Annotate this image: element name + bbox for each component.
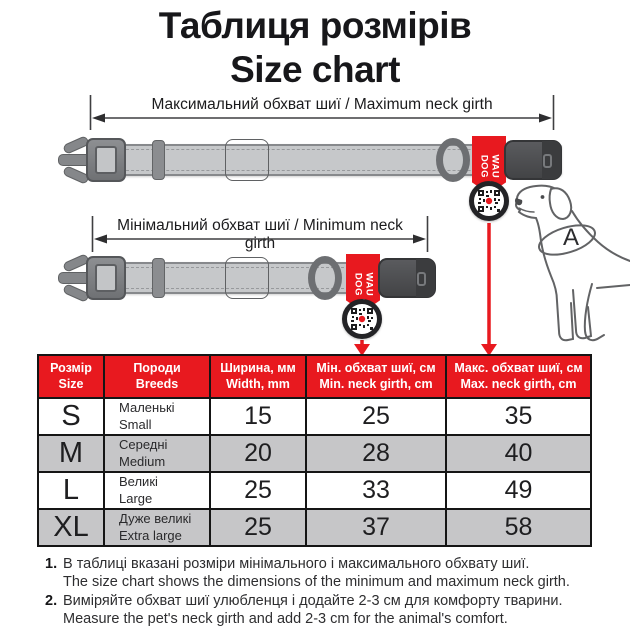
max-girth-value: 40 <box>445 434 592 473</box>
table-row-m: M Середні Medium 20 28 40 <box>37 434 592 473</box>
page-title-en: Size chart <box>230 48 400 90</box>
footnote-number: 1. <box>45 556 58 572</box>
dog-eye <box>540 195 545 199</box>
breeds-value: Середні Medium <box>103 434 211 473</box>
qr-code-icon <box>351 308 373 330</box>
page-title-ua: Таблиця розмірів <box>158 5 472 46</box>
max-girth-pointer-arrow <box>481 223 497 356</box>
buckle-detail <box>417 272 426 286</box>
strap-stitching <box>116 267 384 289</box>
header-breeds: Породи Breeds <box>103 354 211 399</box>
size-value: M <box>37 434 105 473</box>
dim-arrowhead-right-max <box>539 113 552 123</box>
breeds-value: Маленькі Small <box>103 397 211 436</box>
width-value: 25 <box>209 471 307 510</box>
width-value: 15 <box>209 397 307 436</box>
waudog-tag-label: WAU DOG <box>352 272 375 297</box>
buckle-female <box>504 140 562 180</box>
max-girth-value: 35 <box>445 397 592 436</box>
min-girth-value: 33 <box>305 471 447 510</box>
table-row-s: S Маленькі Small 15 25 35 <box>37 397 592 436</box>
dog-second-leg <box>572 289 593 340</box>
qr-smart-tag-pendant <box>469 181 509 221</box>
buckle-female <box>378 258 436 298</box>
footnote-ua: Виміряйте обхват шиї улюбленця і додайте… <box>63 592 563 609</box>
size-table: Розмір Size Породи Breeds Ширина, мм Width,… <box>37 354 592 547</box>
adjuster-band <box>152 258 165 298</box>
footnote-2: 2. Виміряйте обхват шиї улюбленця і дода… <box>45 593 605 629</box>
buckle-male <box>86 138 126 182</box>
buckle-slot <box>95 264 117 292</box>
min-neck-girth-label: Мінімальний обхват шиї / Minimum neck gi… <box>117 217 403 252</box>
header-size: Розмір Size <box>37 354 105 399</box>
triglide-slider <box>225 139 269 181</box>
dog-nose <box>514 198 523 206</box>
table-row-xl: XL Дуже великі Extra large 25 37 58 <box>37 508 592 547</box>
collar-diagram-min: WAU DOG <box>58 249 436 312</box>
d-ring <box>436 138 470 182</box>
table-header-row: Розмір Size Породи Breeds Ширина, мм Width,… <box>37 354 592 399</box>
header-max-girth: Макс. обхват шиї, см Max. neck girth, cm <box>445 354 592 399</box>
size-value: XL <box>37 508 105 547</box>
width-value: 25 <box>209 508 307 547</box>
buckle-slot <box>95 146 117 174</box>
footnote-en: The size chart shows the dimensions of t… <box>63 573 570 590</box>
width-value: 20 <box>209 434 307 473</box>
buckle-male <box>86 256 126 300</box>
max-girth-value: 58 <box>445 508 592 547</box>
dog-rear-line <box>596 284 630 289</box>
size-value: S <box>37 397 105 436</box>
footnote-en: Measure the pet's neck girth and add 2-3… <box>63 610 508 627</box>
min-girth-value: 37 <box>305 508 447 547</box>
dog-illustration <box>515 184 630 342</box>
header-min-girth: Мін. обхват шиї, см Min. neck girth, cm <box>305 354 447 399</box>
footnote-number: 2. <box>45 592 58 609</box>
dog-front-outline <box>515 200 575 342</box>
footnote-1: 1. В таблиці вказані розміри мінімальног… <box>45 556 605 592</box>
dog-mouth <box>518 207 535 213</box>
neck-girth-marker: A <box>562 224 579 251</box>
d-ring <box>308 256 342 300</box>
breeds-value: Дуже великі Extra large <box>103 508 211 547</box>
footnote-ua: В таблиці вказані розміри мінімального і… <box>63 556 530 572</box>
qr-smart-tag-pendant <box>342 299 382 339</box>
table-row-l: L Великі Large 25 33 49 <box>37 471 592 510</box>
triglide-slider <box>225 257 269 299</box>
dim-arrowhead-left-max <box>92 113 105 123</box>
header-width: Ширина, мм Width, mm <box>209 354 307 399</box>
min-girth-value: 25 <box>305 397 447 436</box>
collar-diagram-max: WAU DOG <box>58 131 562 194</box>
dog-ear <box>548 187 573 221</box>
size-value: L <box>37 471 105 510</box>
footnotes: 1. В таблиці вказані розміри мінімальног… <box>45 556 605 630</box>
max-girth-value: 49 <box>445 471 592 510</box>
qr-code-icon <box>478 190 500 212</box>
buckle-detail <box>543 154 552 168</box>
min-girth-value: 28 <box>305 434 447 473</box>
waudog-tag-label: WAU DOG <box>478 154 501 179</box>
max-neck-girth-label: Максимальний обхват шиї / Maximum neck g… <box>151 96 493 113</box>
page-title: Таблиця розмірів Size chart <box>0 4 630 91</box>
strap-stitching <box>116 149 556 171</box>
breeds-value: Великі Large <box>103 471 211 510</box>
dog-hind-leg <box>583 283 605 342</box>
adjuster-band <box>152 140 165 180</box>
